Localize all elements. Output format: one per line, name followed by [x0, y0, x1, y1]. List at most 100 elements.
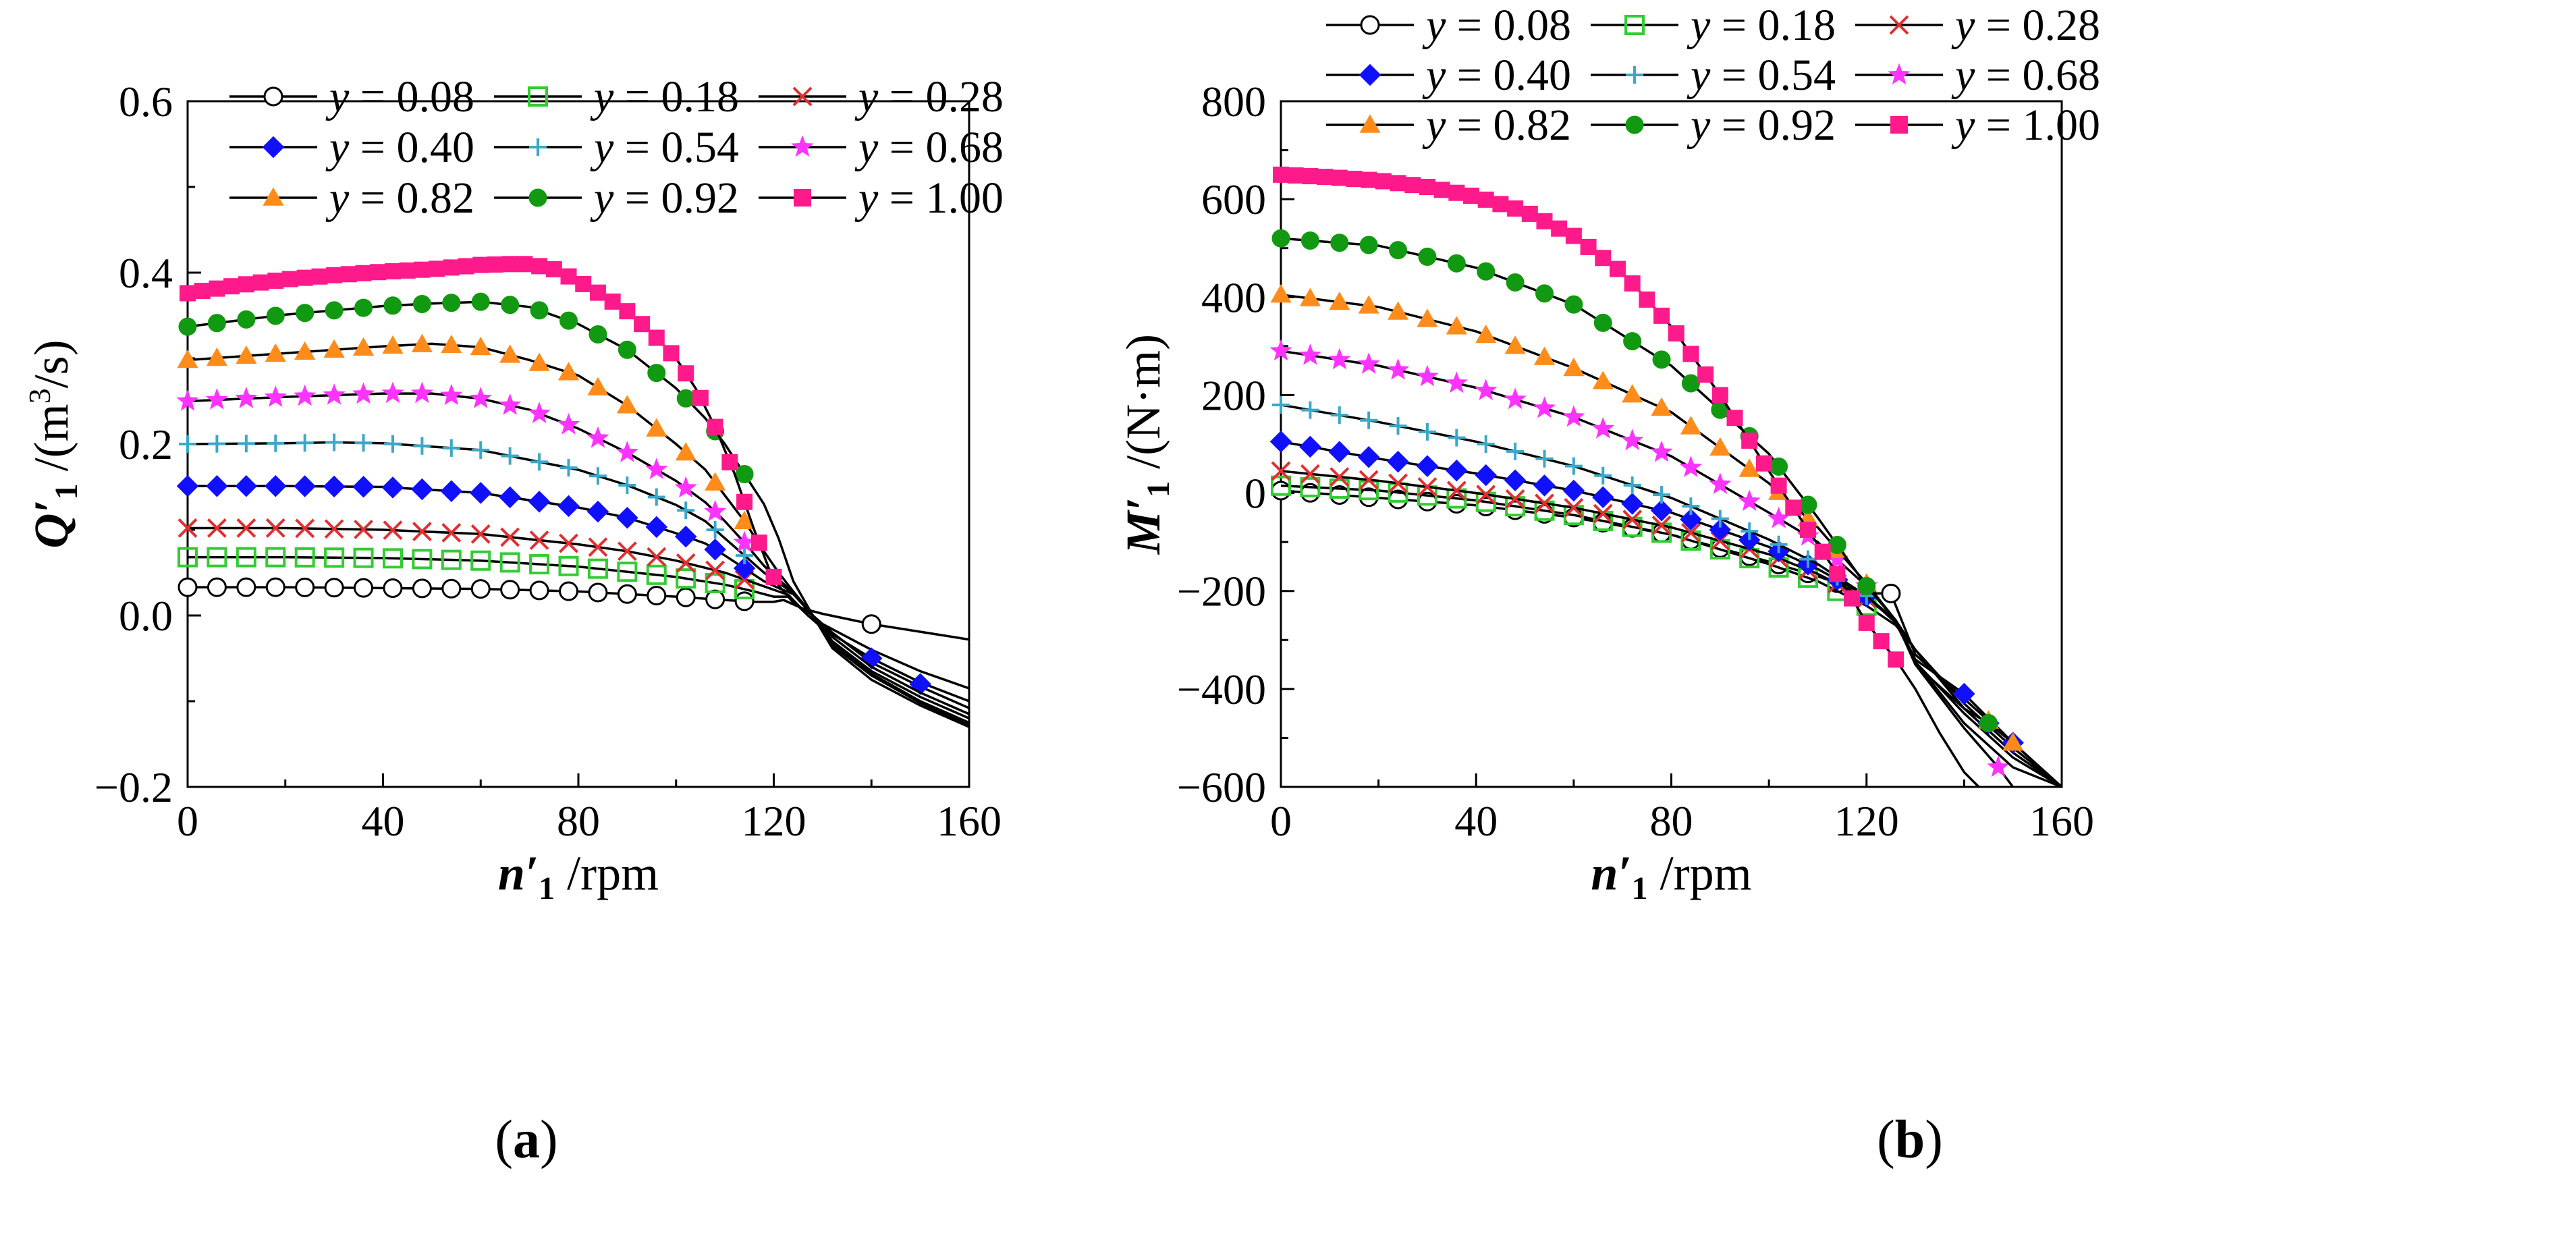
legend-item: y = 0.40 [1326, 51, 1571, 100]
data-point [236, 345, 257, 364]
legend-item: y = 0.40 [229, 123, 474, 172]
data-point [265, 547, 286, 568]
data-point [674, 476, 697, 498]
data-point [1709, 472, 1732, 495]
data-point [354, 298, 373, 317]
legend-item: y = 0.18 [494, 72, 739, 121]
data-point [1475, 324, 1497, 344]
data-point [1446, 459, 1468, 482]
data-point [295, 518, 315, 539]
data-point [1828, 535, 1846, 554]
data-point [645, 458, 668, 479]
data-point [1271, 461, 1291, 481]
legend-item: y = 0.54 [494, 123, 739, 172]
y-tick-label: −200 [1177, 568, 1266, 615]
data-point [736, 547, 754, 565]
data-point [1562, 405, 1585, 427]
data-point [647, 364, 666, 383]
data-point [1361, 171, 1377, 188]
data-point [499, 393, 522, 415]
data-point [1564, 497, 1584, 518]
x-tick-label: 120 [1834, 797, 1899, 845]
data-point [1564, 295, 1583, 314]
data-point [1417, 308, 1438, 327]
data-point [1477, 262, 1496, 281]
series-092 [1271, 229, 2062, 788]
legend-item: y = 0.54 [1591, 51, 1836, 100]
data-point [557, 413, 580, 435]
data-point [207, 547, 227, 568]
data-point [705, 572, 725, 593]
data-point [194, 283, 211, 300]
data-point [1592, 371, 1614, 389]
data-point [1814, 543, 1831, 560]
data-point [1888, 651, 1904, 668]
data-point [1317, 169, 1334, 186]
data-point [1593, 313, 1612, 332]
data-point [1826, 547, 1849, 570]
data-point [1448, 184, 1465, 201]
data-point [178, 317, 197, 336]
legend-item: y = 0.92 [1591, 101, 1836, 150]
data-point [1359, 470, 1379, 490]
data-point [412, 522, 432, 541]
data-point [1799, 550, 1817, 568]
data-point [733, 530, 756, 553]
data-point [1271, 475, 1291, 496]
y-axis-title: M′1 /(N·m) [1116, 334, 1176, 555]
y-axis-title: Q′1 /(m3/s) [22, 339, 84, 548]
data-point [469, 387, 492, 408]
data-point [557, 362, 580, 381]
data-point [1386, 358, 1410, 380]
data-point [1987, 755, 2010, 777]
data-point [1504, 335, 1526, 354]
data-point [645, 516, 668, 539]
data-point [208, 435, 226, 453]
legend-marker [262, 136, 285, 159]
legend-label: y = 1.00 [1951, 101, 2100, 150]
x-tick-label: 80 [1650, 797, 1693, 845]
data-point [1741, 522, 1759, 541]
data-point [586, 500, 609, 523]
data-point [1504, 469, 1527, 491]
data-point [441, 334, 462, 354]
y-tick-label: 800 [1201, 78, 1266, 126]
data-point [528, 352, 550, 371]
data-point [1433, 182, 1450, 198]
data-point [1271, 229, 1290, 248]
data-point [1507, 200, 1524, 217]
data-point [237, 310, 256, 329]
data-point [381, 476, 404, 499]
data-point [323, 475, 346, 498]
data-point [734, 510, 755, 529]
data-point [1829, 566, 1846, 582]
data-point [177, 577, 198, 597]
data-point [384, 263, 401, 279]
data-point [325, 433, 344, 451]
chart-panel-b: (b) 0 40 80 120 160 −600 −400 −200 0 200 400 600 800… [1116, 1, 2100, 1170]
data-point [1770, 535, 1788, 553]
data-point [1651, 516, 1672, 535]
chart-panel-a: (a) 0 40 80 120 160−0.20.00.20.40.6 y = 0.08 y… [22, 72, 1004, 1170]
data-point [1331, 169, 1348, 186]
data-point [429, 261, 445, 277]
data-point [209, 280, 225, 297]
data-point [634, 316, 651, 333]
data-point [528, 491, 551, 513]
data-point [545, 261, 562, 277]
data-point [442, 294, 461, 312]
y-tick-label: 0.2 [119, 420, 173, 468]
data-point [1416, 364, 1439, 387]
x-axis-title: n′1 /rpm [498, 846, 659, 906]
data-point [1506, 273, 1525, 292]
x-tick-label: 40 [1454, 797, 1498, 845]
legend-label: y = 0.40 [325, 123, 474, 172]
data-point [676, 568, 696, 589]
data-point [1844, 590, 1861, 607]
data-point [1477, 435, 1495, 453]
data-point [177, 349, 198, 368]
data-point [237, 435, 255, 453]
x-tick-label: 120 [742, 797, 806, 845]
data-point [176, 389, 199, 411]
x-tick-label: 80 [557, 797, 600, 845]
